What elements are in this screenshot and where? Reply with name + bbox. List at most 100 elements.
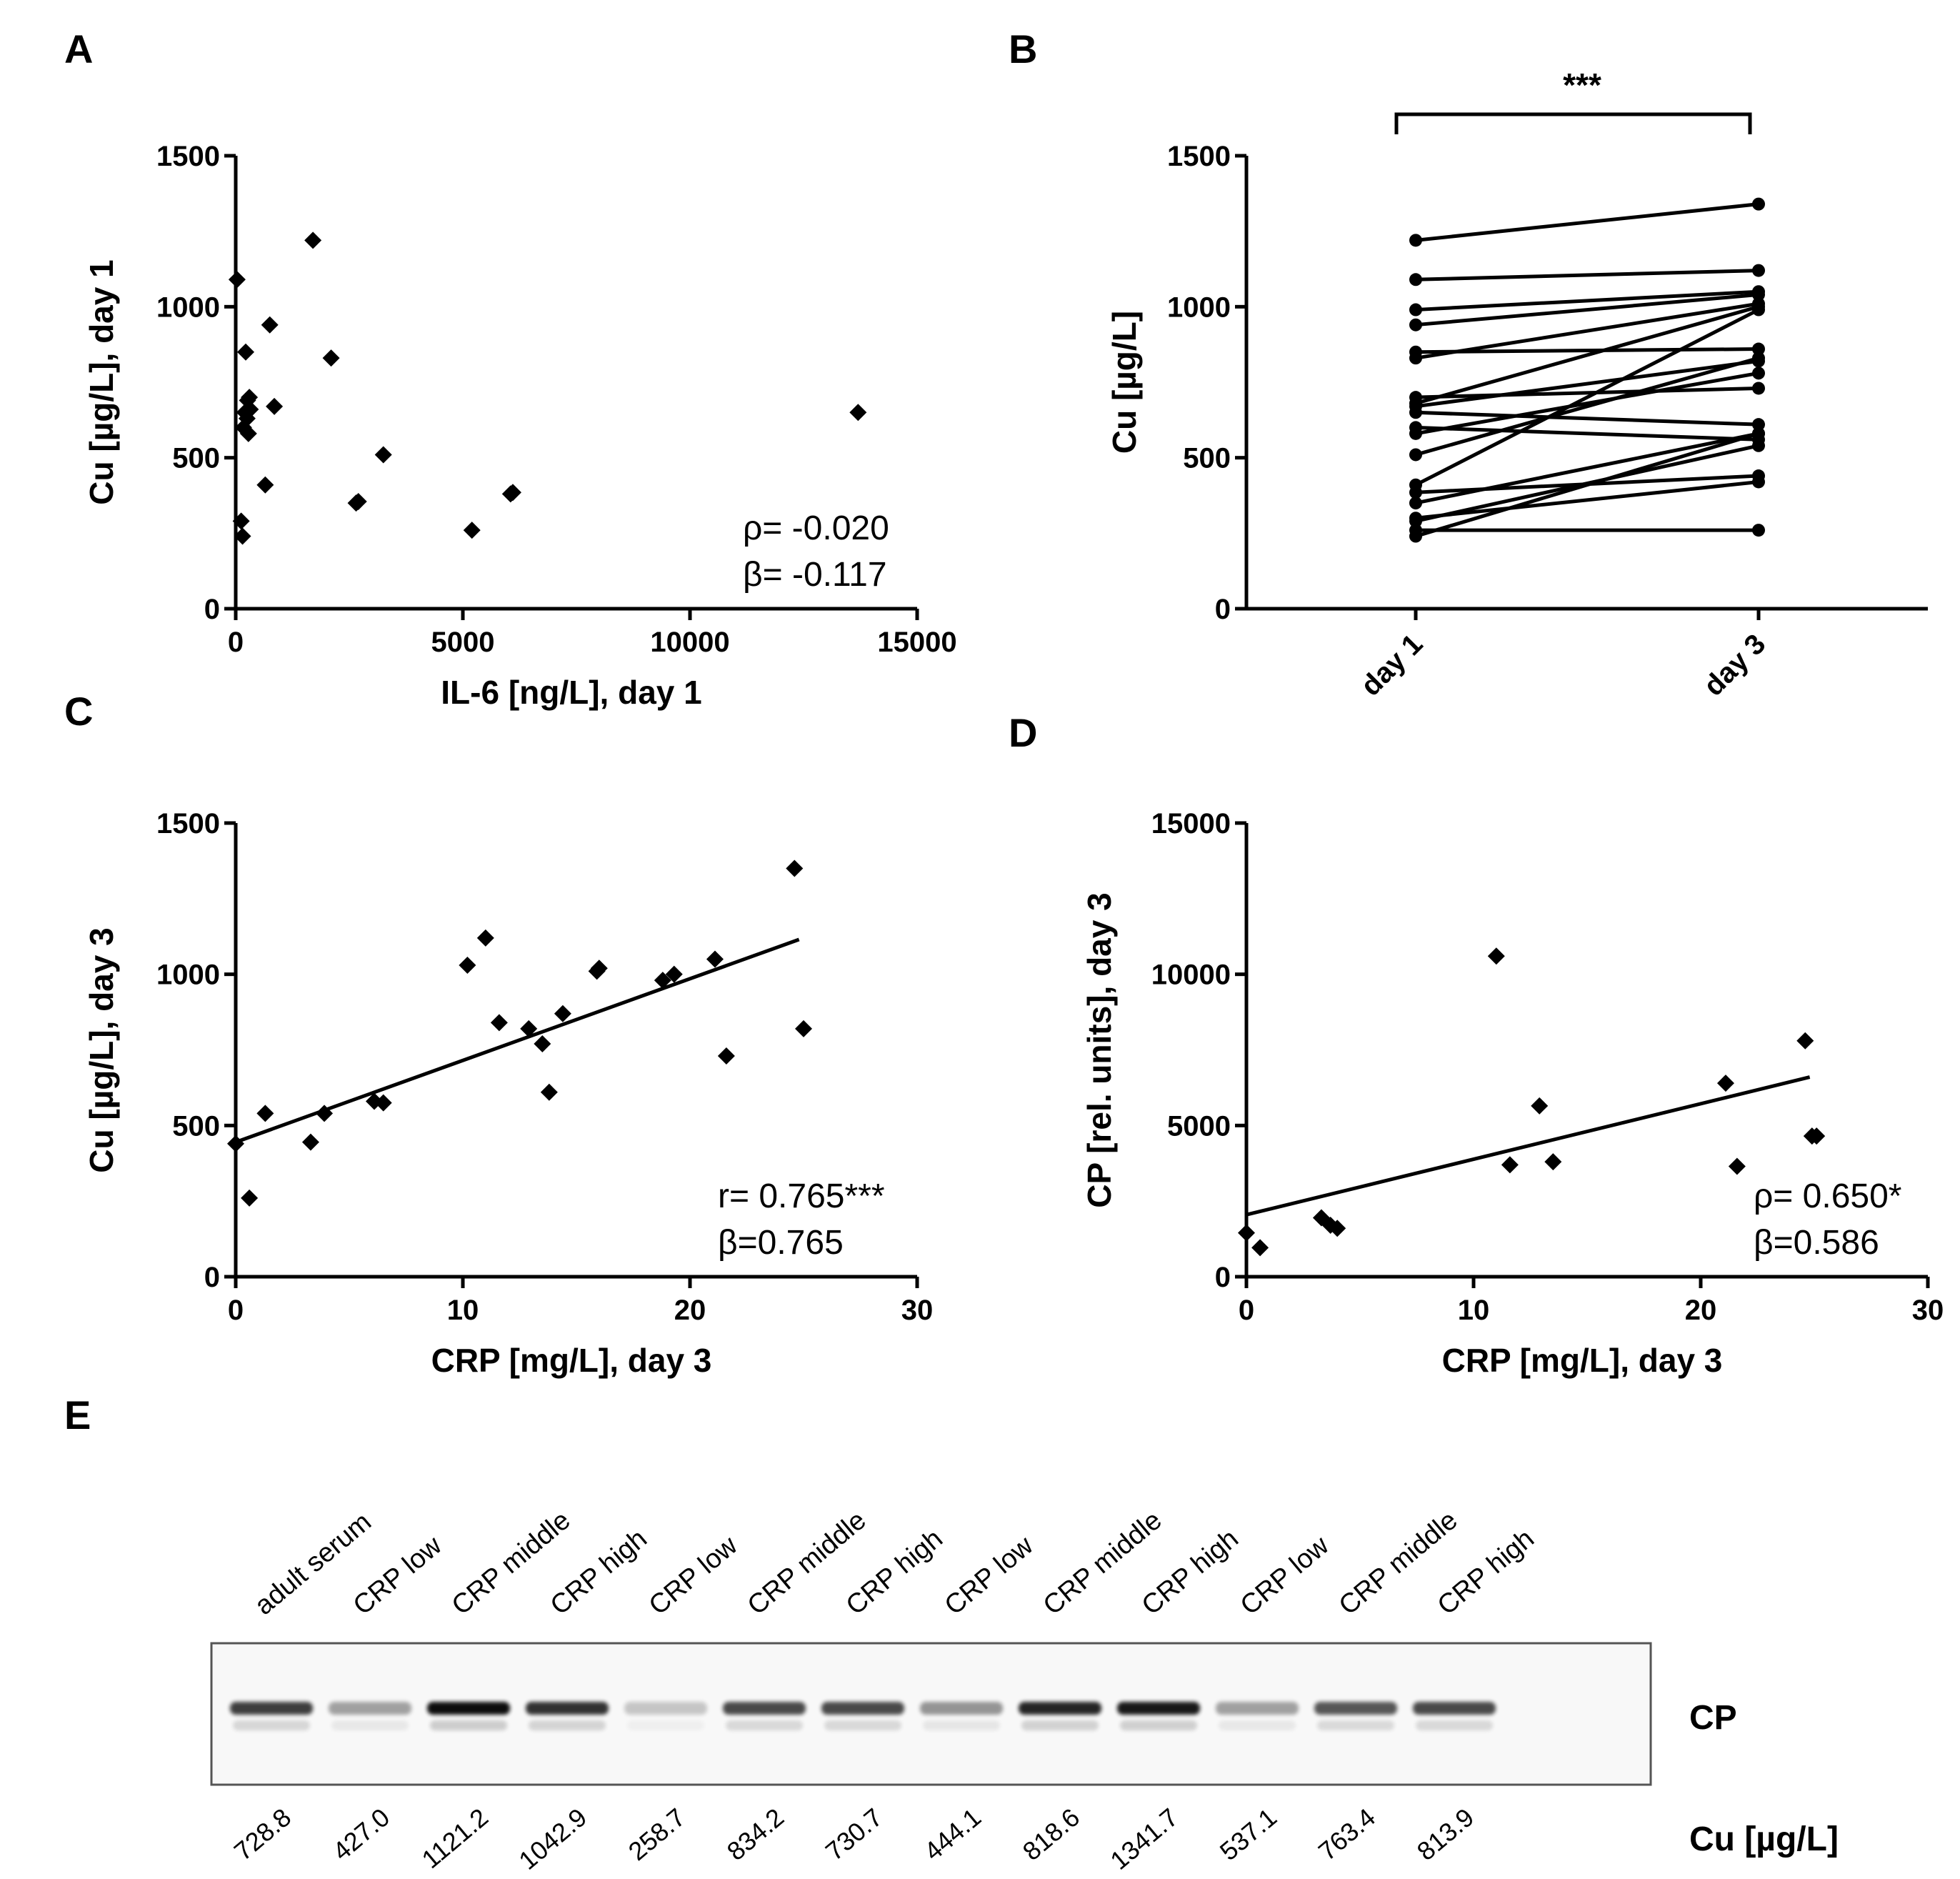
data-point (1409, 273, 1422, 286)
data-point (1409, 318, 1422, 332)
data-point (1752, 427, 1765, 440)
blot-band (920, 1702, 1003, 1715)
x-tick-label: 5000 (431, 627, 495, 658)
data-point (1752, 439, 1765, 452)
data-point (316, 1105, 334, 1122)
blot-band-shadow (627, 1720, 704, 1730)
data-point (227, 1135, 244, 1152)
panel-b: B 0 500 1000 1500 day 1 day 3 Cu [µg/L] *** (1009, 26, 1928, 702)
series-line (1415, 347, 1759, 354)
panel-e-letter: E (64, 1392, 91, 1437)
lane-label: CRP low (939, 1530, 1039, 1621)
data-point (256, 476, 274, 494)
data-point (241, 1189, 259, 1207)
cu-value: 728.8 (229, 1803, 296, 1866)
data-point (1409, 406, 1422, 419)
data-point (1409, 486, 1422, 499)
x-tick-label: day 1 (1355, 628, 1429, 702)
x-tick-label: 30 (901, 1295, 934, 1326)
data-point (1752, 367, 1765, 380)
y-tick-label: 1500 (156, 141, 220, 172)
cu-value: 1042.9 (513, 1803, 592, 1875)
y-tick-label: 1500 (156, 808, 220, 839)
data-point (590, 960, 608, 977)
blot-band-shadow (1317, 1720, 1394, 1730)
series-line (1415, 359, 1759, 409)
y-tick-label: 0 (204, 594, 220, 625)
x-tick-label: 0 (228, 627, 244, 658)
data-point (1329, 1220, 1346, 1237)
data-point (476, 929, 494, 947)
cu-value: 537.1 (1214, 1803, 1282, 1866)
data-point (1752, 382, 1765, 395)
data-point (1501, 1156, 1519, 1174)
cu-value: 427.0 (327, 1803, 395, 1866)
trend-line (1246, 1075, 1811, 1217)
blot-band-shadow (1416, 1720, 1493, 1730)
data-point (1808, 1127, 1826, 1145)
data-point (540, 1083, 558, 1101)
series-line (1415, 304, 1759, 405)
data-point (241, 401, 259, 419)
series-line (1415, 202, 1759, 242)
panel-c-letter: C (64, 689, 93, 734)
significance-stars: *** (1563, 66, 1601, 104)
panel-b-chart: 0 500 1000 1500 day 1 day 3 Cu [µg/L] (1106, 141, 1928, 702)
lane-label: CRP low (644, 1530, 744, 1621)
data-point (1752, 342, 1765, 356)
series-line (1415, 371, 1759, 436)
data-point (463, 522, 481, 539)
y-tick-label: 10000 (1151, 960, 1231, 991)
lane-label: CRP low (1235, 1530, 1335, 1621)
data-point (236, 343, 254, 361)
cu-value: 444.1 (919, 1803, 986, 1866)
data-point (1409, 514, 1422, 528)
panel-c: C 0 500 1000 1500 0 10 20 30 CRP [mg/L], day 3 Cu… (64, 689, 933, 1379)
y-tick-label: 1000 (156, 960, 220, 991)
panel-d-stat-rho: ρ= 0.650* (1754, 1177, 1901, 1215)
series-line (1415, 432, 1759, 505)
x-tick-label: 20 (674, 1295, 706, 1326)
data-point (301, 1133, 319, 1151)
cu-value: 813.9 (1411, 1803, 1479, 1866)
y-axis-label: Cu [µg/L], day 3 (83, 927, 120, 1172)
trend-line (235, 937, 800, 1144)
blot-band (821, 1702, 904, 1715)
cu-value: 1121.2 (416, 1803, 494, 1874)
data-point (1752, 303, 1765, 317)
x-tick-label: 30 (1912, 1295, 1944, 1326)
lane-label: CRP low (348, 1530, 448, 1621)
data-point (1531, 1097, 1549, 1115)
blot-band-shadow (529, 1720, 606, 1730)
y-tick-label: 5000 (1167, 1110, 1231, 1142)
cu-value: 1341.7 (1104, 1803, 1184, 1875)
data-point (1409, 497, 1422, 510)
cu-value: 730.7 (820, 1803, 888, 1866)
data-point (1752, 264, 1765, 277)
data-point (261, 316, 279, 334)
data-point (1544, 1153, 1562, 1171)
x-tick-label: day 3 (1698, 628, 1771, 702)
blot-band-shadow (726, 1720, 803, 1730)
y-tick-label: 0 (1215, 1262, 1231, 1293)
data-point (1752, 288, 1765, 301)
series-line (1415, 479, 1759, 520)
y-axis-label: CP [rel. units], day 3 (1081, 892, 1118, 1207)
cu-values: 728.8 427.0 1121.2 1042.9 258.7 834.2 730.7 444… (229, 1803, 1479, 1875)
panel-c-stat-r: r= 0.765*** (718, 1177, 885, 1215)
data-point (459, 956, 476, 974)
data-point (706, 950, 724, 968)
blot-band (723, 1702, 806, 1715)
panel-a-stat-rho: ρ= -0.020 (743, 509, 889, 547)
data-point (1796, 1032, 1814, 1050)
blot-band-shadow (233, 1720, 310, 1730)
data-point (1752, 475, 1765, 489)
blot-band (1019, 1702, 1101, 1715)
data-point (490, 1014, 508, 1032)
blot-band (1216, 1702, 1299, 1715)
data-point (1238, 1224, 1255, 1242)
